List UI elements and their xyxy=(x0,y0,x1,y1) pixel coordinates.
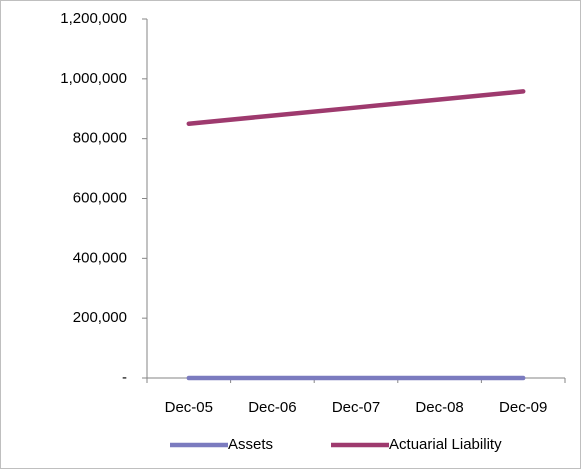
y-tick-label: 800,000 xyxy=(73,130,127,147)
series-line xyxy=(186,89,526,126)
y-tick-label: 600,000 xyxy=(73,189,127,206)
legend-label: Actuarial Liability xyxy=(389,436,502,453)
x-tick-label: Dec-05 xyxy=(165,399,213,416)
y-tick-label: - xyxy=(122,369,127,386)
y-tick-label: 1,200,000 xyxy=(60,10,127,27)
y-tick-label: 1,000,000 xyxy=(60,70,127,87)
y-tick-label: 400,000 xyxy=(73,249,127,266)
x-tick-label: Dec-08 xyxy=(415,399,463,416)
x-tick-label: Dec-06 xyxy=(248,399,296,416)
x-tick-label: Dec-09 xyxy=(499,399,547,416)
legend-label: Assets xyxy=(228,436,273,453)
y-tick-label: 200,000 xyxy=(73,309,127,326)
x-tick-label: Dec-07 xyxy=(332,399,380,416)
